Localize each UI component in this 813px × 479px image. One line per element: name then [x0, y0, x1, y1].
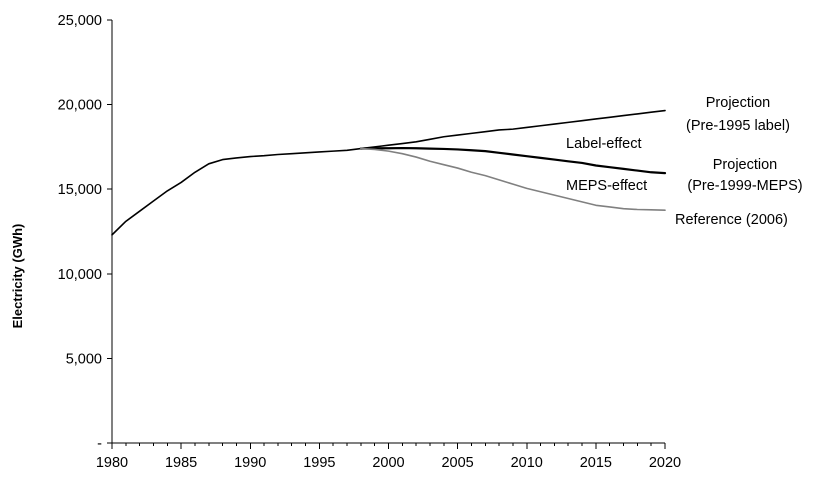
x-tick-label: 1985: [165, 455, 197, 471]
projection-pre-1999-meps-line: [359, 146, 667, 175]
projection-pre-1999-meps-line-1: Projection: [713, 157, 777, 173]
annotation-layer: Projection (Pre-1995 label) Label-effect…: [566, 95, 803, 228]
y-axis: - 5,000 10,000 15,000 20,000 25,000: [58, 13, 113, 452]
x-tick-label: 2015: [580, 455, 612, 471]
x-tick-label: 2010: [511, 455, 543, 471]
series-layer: [111, 109, 667, 236]
x-tick-label: 1995: [303, 455, 335, 471]
reference-2006-line: [360, 147, 666, 211]
y-tick-label: 25,000: [58, 13, 102, 29]
x-tick-label: 2020: [649, 455, 681, 471]
projection-pre-1995-label-line-2: (Pre-1995 label): [686, 118, 790, 134]
x-axis: 1980 1985 1990 1995 2000 2005 2010 2015 2020: [96, 442, 681, 471]
projection-pre-1995-label-line-1: Projection: [706, 95, 770, 111]
y-tick-label: 10,000: [58, 267, 102, 283]
reference-2006-annotation: Reference (2006): [675, 212, 788, 228]
y-axis-title: Electricity (GWh): [10, 224, 25, 329]
y-tick-label: -: [97, 436, 102, 452]
projection-pre-1999-meps-line-2: (Pre-1999-MEPS): [687, 178, 802, 194]
x-tick-label: 1990: [234, 455, 266, 471]
x-tick-label: 2000: [372, 455, 404, 471]
x-tick-label: 1980: [96, 455, 128, 471]
meps-effect-annotation: MEPS-effect: [566, 178, 647, 194]
y-tick-label: 15,000: [58, 182, 102, 198]
projection-pre-1995-label-line: [111, 109, 666, 236]
label-effect-annotation: Label-effect: [566, 136, 642, 152]
y-tick-label: 5,000: [66, 351, 102, 367]
y-tick-label: 20,000: [58, 98, 102, 114]
x-tick-label: 2005: [441, 455, 473, 471]
